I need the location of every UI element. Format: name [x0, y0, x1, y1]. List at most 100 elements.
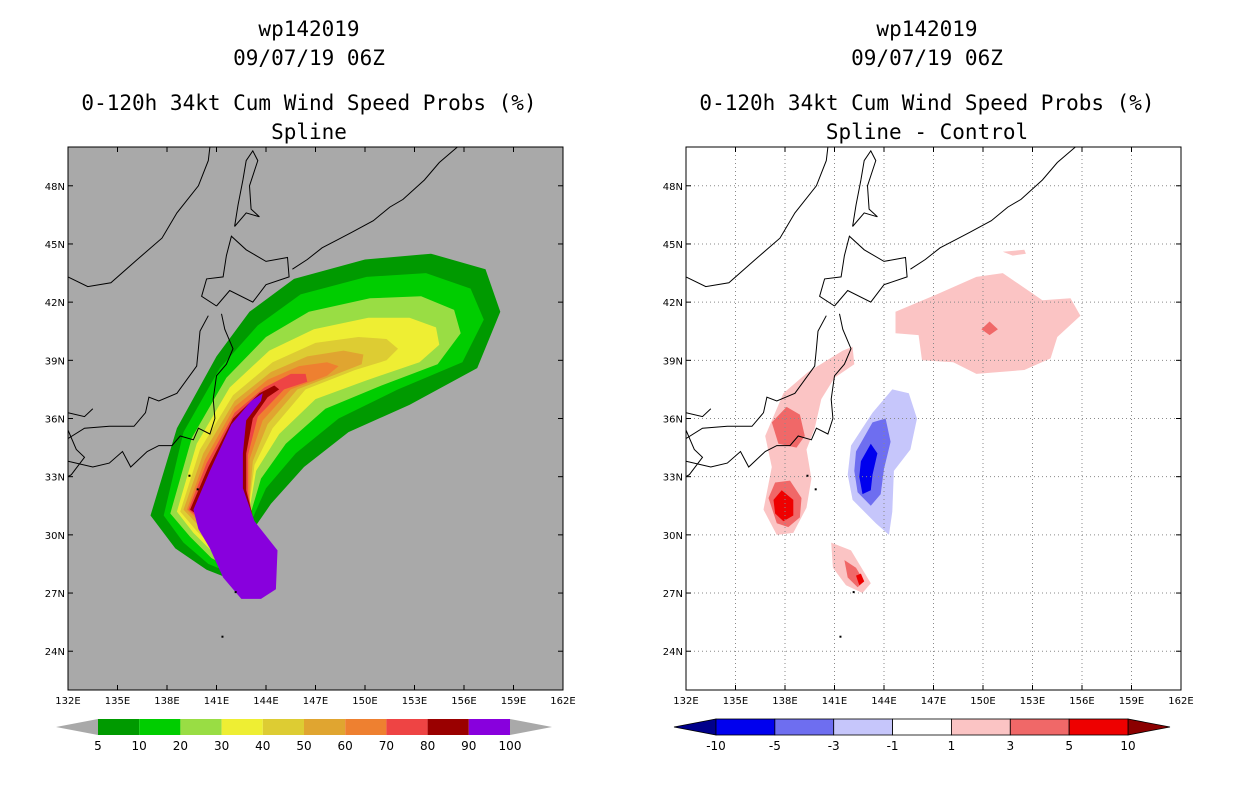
x-tick-label: 138E: [154, 696, 179, 707]
x-tick-label: 132E: [673, 696, 698, 707]
colorbar-arrow-high: [1127, 718, 1171, 736]
island-dot: [852, 591, 855, 594]
panel-spline-minus-control: wp142019 09/07/19 06Z 0-120h 34kt Cum Wi…: [618, 0, 1236, 800]
colorbar-label: 10: [1120, 739, 1135, 753]
colorbar-swatch: [892, 718, 952, 736]
x-tick-label: 150E: [970, 696, 995, 707]
colorbar-label: 3: [1006, 739, 1014, 753]
title-datetime: 09/07/19 06Z: [851, 46, 1003, 70]
x-tick-label: 162E: [1168, 696, 1193, 707]
colorbar-label: 70: [379, 739, 394, 753]
y-tick-label: 24N: [45, 647, 65, 658]
y-tick-label: 36N: [45, 415, 65, 426]
title-storm-id: wp142019: [876, 17, 978, 41]
colorbar-swatch: [304, 719, 346, 735]
x-tick-label: 153E: [1020, 696, 1045, 707]
colorbar-label: -5: [769, 739, 781, 753]
coastline: [68, 147, 211, 288]
island-dot: [196, 488, 199, 491]
coastline: [686, 313, 852, 468]
colorbar-arrow-high: [510, 719, 552, 735]
y-tick-label: 45N: [45, 240, 65, 251]
island-dot: [221, 635, 224, 638]
title-datetime: 09/07/19 06Z: [233, 46, 385, 70]
x-tick-label: 138E: [772, 696, 797, 707]
x-tick-label: 147E: [303, 696, 328, 707]
contour-3-5: [981, 321, 998, 336]
colorbar-label: 30: [214, 739, 229, 753]
y-tick-label: 27N: [663, 589, 683, 600]
colorbar-swatch: [221, 719, 263, 735]
coastline: [68, 313, 234, 468]
colorbar-label: -10: [706, 739, 726, 753]
x-tick-label: 150E: [352, 696, 377, 707]
colorbar-swatch: [98, 719, 140, 735]
coastline: [910, 147, 1076, 270]
coastline: [68, 429, 86, 478]
coastline: [234, 149, 260, 227]
coastline: [68, 408, 94, 418]
coastline: [292, 147, 458, 270]
x-tick-label: 144E: [253, 696, 278, 707]
island-dot: [814, 488, 817, 491]
x-tick-label: 147E: [921, 696, 946, 707]
colorbar-swatch: [833, 718, 893, 736]
x-tick-label: 132E: [55, 696, 80, 707]
x-tick-label: 156E: [451, 696, 476, 707]
coastline: [852, 149, 878, 227]
title-product: 0-120h 34kt Cum Wind Speed Probs (%): [699, 91, 1155, 115]
title-method: Spline - Control: [825, 120, 1029, 144]
coastline: [686, 408, 712, 418]
colorbar-label: -1: [887, 739, 899, 753]
x-tick-label: 159E: [501, 696, 526, 707]
colorbar-swatch: [427, 719, 469, 735]
colorbar-label: 20: [173, 739, 188, 753]
x-tick-label: 153E: [402, 696, 427, 707]
y-tick-label: 39N: [45, 356, 65, 367]
y-tick-label: 42N: [663, 298, 683, 309]
colorbar-arrow-low: [56, 719, 98, 735]
y-tick-label: 33N: [45, 473, 65, 484]
title-storm-id: wp142019: [258, 17, 360, 41]
island-dot: [839, 635, 842, 638]
island-dot: [806, 474, 809, 477]
contour-5-10: [856, 573, 865, 586]
y-tick-label: 30N: [45, 531, 65, 542]
colorbar-swatch: [1009, 718, 1070, 736]
y-tick-label: 42N: [45, 298, 65, 309]
colorbar-label: 90: [461, 739, 476, 753]
y-tick-label: 45N: [663, 240, 683, 251]
title-product: 0-120h 34kt Cum Wind Speed Probs (%): [81, 91, 537, 115]
colorbar-label: 5: [1065, 739, 1073, 753]
x-tick-label: 141E: [204, 696, 229, 707]
x-tick-label: 162E: [550, 696, 575, 707]
colorbar-swatch: [139, 719, 181, 735]
colorbar-swatch: [345, 719, 387, 735]
colorbar-swatch: [1068, 718, 1129, 736]
x-tick-label: 159E: [1119, 696, 1144, 707]
x-tick-label: 156E: [1069, 696, 1094, 707]
coastline: [819, 235, 908, 307]
colorbar-swatch: [262, 719, 304, 735]
y-tick-label: 27N: [45, 589, 65, 600]
difference-map: 132E 135E 138E 141E 144E 147E 150E 153E 156E 159E…: [663, 146, 1194, 753]
x-tick-label: 144E: [871, 696, 896, 707]
x-tick-label: 141E: [822, 696, 847, 707]
colorbar-label: 1: [948, 739, 956, 753]
colorbar-label: 5: [94, 739, 102, 753]
colorbar-swatch: [951, 718, 1011, 736]
coastline: [686, 429, 704, 478]
coastline: [686, 147, 829, 288]
colorbar-label: -3: [828, 739, 840, 753]
island-dot: [234, 591, 237, 594]
colorbar-label: 50: [296, 739, 311, 753]
y-tick-label: 48N: [663, 182, 683, 193]
probability-map: 132E 135E 138E 141E 144E 147E 150E 153E 156E 159E…: [45, 146, 576, 753]
x-tick-label: 135E: [105, 696, 130, 707]
coastline: [201, 235, 290, 307]
y-tick-label: 24N: [663, 647, 683, 658]
colorbar-swatch: [386, 719, 428, 735]
y-tick-label: 48N: [45, 182, 65, 193]
contour--10--5: [859, 443, 878, 495]
colorbar-swatch: [715, 718, 776, 736]
